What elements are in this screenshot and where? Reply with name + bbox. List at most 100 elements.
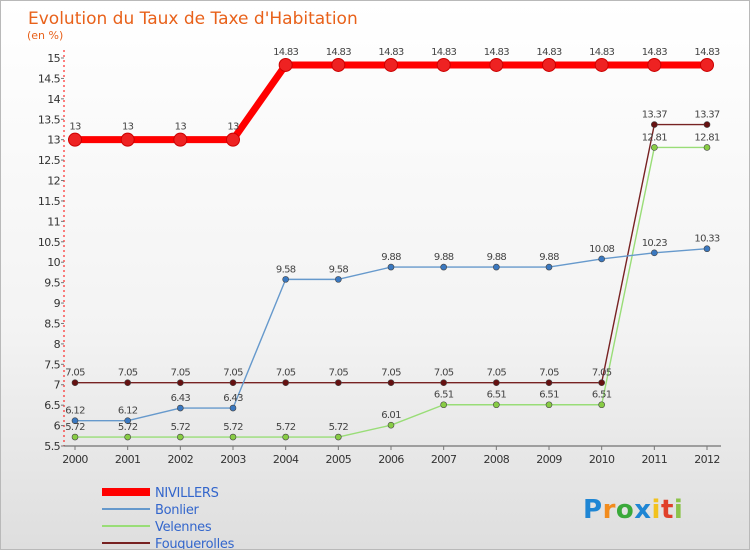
data-label-velennes: 6.51 [487,390,507,401]
data-point-fouquerolles [545,379,553,386]
data-label-nivillers: 13 [122,122,134,133]
data-label-fouquerolles: 7.05 [487,368,507,379]
data-label-bonlier: 6.12 [65,406,85,417]
data-label-nivillers: 13 [69,122,81,133]
data-point-bonlier [703,245,711,253]
data-label-velennes: 5.72 [171,422,191,433]
x-tick-label: 2011 [642,453,668,466]
data-point-fouquerolles [229,379,237,386]
data-point-velennes [598,401,605,409]
data-label-velennes: 5.72 [65,422,85,433]
axes: 5.566.577.588.599.51010.51111.51212.5131… [38,50,721,466]
y-tick-label: 13 [47,134,60,147]
data-label-nivillers: 14.83 [378,47,403,58]
data-point-velennes [545,401,553,409]
data-label-velennes: 5.72 [276,422,296,433]
data-point-fouquerolles [177,379,184,386]
data-point-velennes [124,433,131,441]
data-point-bonlier [387,263,395,271]
data-point-bonlier [229,404,237,412]
data-point-nivillers [436,57,451,72]
legend-label-nivillers: NIVILLERS [155,486,219,501]
data-label-bonlier: 6.12 [118,406,138,417]
data-point-bonlier [177,404,184,412]
proxiti-logo: Proxiti [583,495,683,525]
x-tick-label: 2009 [536,453,562,466]
data-point-bonlier [71,417,79,424]
x-tick-label: 2006 [378,453,404,466]
data-labels: 13 13 13 13 14.83 14.83 14.83 14.83 14.83 14.83 14… [65,47,720,433]
x-tick-label: 2004 [273,453,299,466]
y-tick-label: 14.5 [38,72,61,85]
data-label-bonlier: 9.88 [539,252,559,263]
data-label-bonlier: 6.43 [171,393,191,404]
data-label-fouquerolles: 7.05 [276,368,296,379]
data-label-fouquerolles: 7.05 [434,368,454,379]
data-point-bonlier [440,263,447,271]
data-point-fouquerolles [387,379,395,386]
data-label-bonlier: 10.23 [642,238,667,249]
data-point-nivillers [278,57,293,72]
chart-subtitle: (en %) [27,29,63,42]
y-tick-label: 6.5 [44,399,60,412]
data-point-bonlier [651,249,658,257]
data-point-velennes [71,433,79,441]
y-tick-label: 7 [54,379,61,392]
data-label-fouquerolles: 7.05 [381,368,401,379]
data-point-nivillers [489,57,504,72]
y-tick-label: 8 [54,338,61,351]
x-tick-label: 2008 [484,453,510,466]
data-label-nivillers: 14.83 [589,47,614,58]
data-label-velennes: 12.81 [694,132,719,143]
y-tick-label: 5.5 [44,440,60,453]
series-line-nivillers [75,61,707,144]
data-point-fouquerolles [71,379,79,386]
data-point-bonlier [493,263,500,271]
data-point-nivillers [542,57,556,72]
data-label-velennes: 6.51 [539,390,559,401]
y-tick-label: 11.5 [38,195,61,208]
data-point-nivillers [384,57,398,72]
y-tick-label: 7.5 [44,358,60,371]
data-label-fouquerolles: 7.05 [329,368,349,379]
y-tick-label: 14 [47,93,60,106]
x-tick-label: 2000 [62,453,88,466]
x-tick-label: 2005 [326,453,352,466]
data-point-velennes [703,144,711,151]
data-point-nivillers [226,132,240,147]
y-tick-label: 13.5 [38,113,61,126]
data-point-bonlier [335,276,342,283]
data-point-bonlier [545,263,553,271]
data-point-velennes [177,433,184,441]
data-label-fouquerolles: 7.05 [223,368,243,379]
y-tick-label: 12.5 [38,154,61,167]
data-label-nivillers: 14.83 [484,47,509,58]
data-label-velennes: 5.72 [329,422,349,433]
y-tick-label: 9 [54,297,61,310]
data-point-nivillers [700,57,714,72]
data-label-nivillers: 14.83 [694,47,719,58]
y-tick-label: 8.5 [44,317,60,330]
data-label-velennes: 6.51 [592,390,612,401]
legend-label-bonlier: Bonlier [155,503,200,518]
data-label-fouquerolles: 7.05 [171,368,191,379]
data-point-nivillers [68,132,82,147]
data-label-fouquerolles: 7.05 [65,368,85,379]
data-point-fouquerolles [124,379,131,386]
data-point-nivillers [594,57,609,72]
data-label-bonlier: 9.58 [329,264,349,275]
data-label-fouquerolles: 7.05 [592,368,612,379]
data-label-velennes: 12.81 [642,132,667,143]
y-tick-label: 12 [47,175,60,188]
data-point-fouquerolles [598,379,605,386]
data-point-bonlier [282,276,289,283]
data-point-nivillers [173,132,188,147]
data-label-nivillers: 14.83 [642,47,667,58]
x-tick-label: 2007 [431,453,457,466]
data-point-nivillers [120,132,135,147]
legend-label-fouquerolles: Fouquerolles [155,537,235,549]
data-label-nivillers: 14.83 [273,47,298,58]
legend-label-velennes: Velennes [155,520,212,535]
data-point-velennes [440,401,447,409]
data-label-fouquerolles: 7.05 [539,368,559,379]
